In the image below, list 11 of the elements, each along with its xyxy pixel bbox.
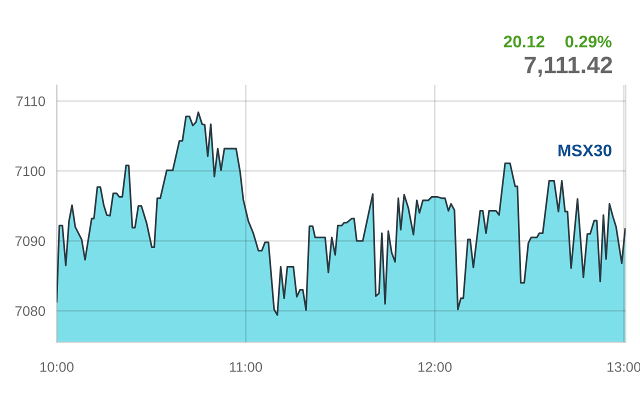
y-tick-label: 7110 — [16, 96, 46, 106]
text: 7,111.42 — [524, 56, 612, 77]
text: 0.29% — [565, 36, 612, 48]
x-tick-label: 12:00 — [418, 362, 452, 372]
y-tick-label: 7100 — [15, 166, 46, 176]
y-tick-label: 7090 — [15, 236, 46, 246]
x-tick-label: 11:00 — [230, 362, 262, 372]
x-tick-label: 10:00 — [40, 362, 74, 372]
text: 20.12 — [504, 36, 544, 48]
y-tick-label: 7080 — [15, 306, 46, 316]
series-label: MSX30 — [558, 144, 612, 156]
